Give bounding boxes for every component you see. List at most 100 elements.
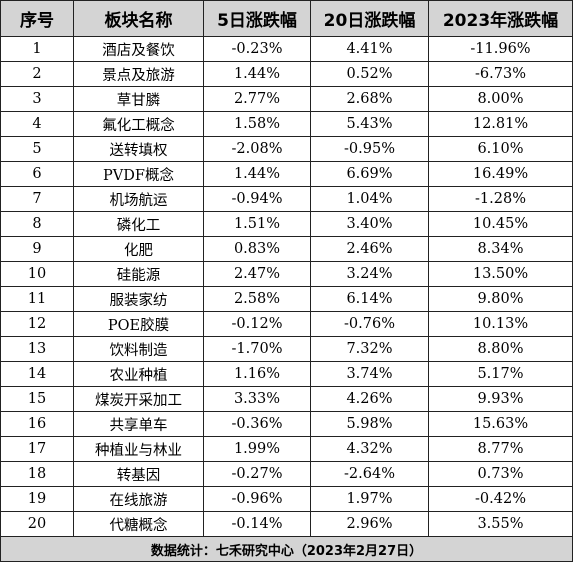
sector-name-cell: 景点及旅游 <box>73 61 204 87</box>
change-2023-cell: 8.77% <box>428 436 573 462</box>
table-row: 14 农业种植 1.16% 3.74% 5.17% <box>0 361 573 387</box>
change-20d-cell: 4.41% <box>310 36 429 62</box>
table-row: 4 氟化工概念 1.58% 5.43% 12.81% <box>0 111 573 137</box>
change-2023-cell: -1.28% <box>428 186 573 212</box>
sector-name-cell: 机场航运 <box>73 186 204 212</box>
row-index-cell: 18 <box>0 461 74 487</box>
change-2023-cell: 10.13% <box>428 311 573 337</box>
change-2023-cell: 15.63% <box>428 411 573 437</box>
table-row: 5 送转填权 -2.08% -0.95% 6.10% <box>0 136 573 162</box>
row-index-cell: 2 <box>0 61 74 87</box>
change-20d-cell: 0.52% <box>310 61 429 87</box>
change-20d-cell: 4.32% <box>310 436 429 462</box>
change-2023-cell: -11.96% <box>428 36 573 62</box>
sector-name-cell: 服装家纺 <box>73 286 204 312</box>
table-row: 7 机场航运 -0.94% 1.04% -1.28% <box>0 186 573 212</box>
table-row: 1 酒店及餐饮 -0.23% 4.41% -11.96% <box>0 36 573 62</box>
table-row: 11 服装家纺 2.58% 6.14% 9.80% <box>0 286 573 312</box>
change-5d-cell: 1.51% <box>203 211 311 237</box>
table-row: 6 PVDF概念 1.44% 6.69% 16.49% <box>0 161 573 187</box>
sector-name-cell: 煤炭开采加工 <box>73 386 204 412</box>
sector-name-cell: 农业种植 <box>73 361 204 387</box>
change-20d-cell: 2.96% <box>310 511 429 537</box>
change-5d-cell: 1.44% <box>203 61 311 87</box>
change-5d-cell: -1.70% <box>203 336 311 362</box>
change-2023-cell: -6.73% <box>428 61 573 87</box>
data-source-note: 数据统计：七禾研究中心（2023年2月27日） <box>0 536 573 562</box>
sector-name-cell: 饮料制造 <box>73 336 204 362</box>
change-5d-cell: 1.58% <box>203 111 311 137</box>
change-2023-cell: -0.42% <box>428 486 573 512</box>
row-index-cell: 9 <box>0 236 74 262</box>
sector-name-cell: 代糖概念 <box>73 511 204 537</box>
table-row: 18 转基因 -0.27% -2.64% 0.73% <box>0 461 573 487</box>
change-5d-cell: -2.08% <box>203 136 311 162</box>
table-row: 12 POE胶膜 -0.12% -0.76% 10.13% <box>0 311 573 337</box>
change-2023-cell: 13.50% <box>428 261 573 287</box>
table-row: 20 代糖概念 -0.14% 2.96% 3.55% <box>0 511 573 537</box>
sector-name-cell: POE胶膜 <box>73 311 204 337</box>
sector-name-cell: 种植业与林业 <box>73 436 204 462</box>
change-20d-cell: 6.69% <box>310 161 429 187</box>
change-20d-cell: 7.32% <box>310 336 429 362</box>
change-5d-cell: -0.27% <box>203 461 311 487</box>
row-index-cell: 7 <box>0 186 74 212</box>
sector-name-cell: 酒店及餐饮 <box>73 36 204 62</box>
change-5d-cell: -0.12% <box>203 311 311 337</box>
row-index-cell: 15 <box>0 386 74 412</box>
change-20d-cell: 5.43% <box>310 111 429 137</box>
change-5d-cell: 1.99% <box>203 436 311 462</box>
change-2023-cell: 3.55% <box>428 511 573 537</box>
table-row: 13 饮料制造 -1.70% 7.32% 8.80% <box>0 336 573 362</box>
change-5d-cell: 2.47% <box>203 261 311 287</box>
row-index-cell: 1 <box>0 36 74 62</box>
change-2023-cell: 12.81% <box>428 111 573 137</box>
row-index-cell: 11 <box>0 286 74 312</box>
table-row: 9 化肥 0.83% 2.46% 8.34% <box>0 236 573 262</box>
change-2023-cell: 5.17% <box>428 361 573 387</box>
row-index-cell: 6 <box>0 161 74 187</box>
change-5d-cell: 2.77% <box>203 86 311 112</box>
table-row: 10 硅能源 2.47% 3.24% 13.50% <box>0 261 573 287</box>
change-2023-cell: 10.45% <box>428 211 573 237</box>
change-2023-cell: 9.80% <box>428 286 573 312</box>
change-20d-cell: 3.74% <box>310 361 429 387</box>
change-5d-cell: 1.16% <box>203 361 311 387</box>
change-2023-cell: 8.80% <box>428 336 573 362</box>
row-index-cell: 14 <box>0 361 74 387</box>
row-index-cell: 20 <box>0 511 74 537</box>
change-20d-cell: 3.40% <box>310 211 429 237</box>
change-20d-cell: -2.64% <box>310 461 429 487</box>
change-2023-cell: 9.93% <box>428 386 573 412</box>
change-20d-cell: 1.04% <box>310 186 429 212</box>
col-header-5d-change: 5日涨跌幅 <box>203 0 311 37</box>
change-20d-cell: 1.97% <box>310 486 429 512</box>
change-20d-cell: 4.26% <box>310 386 429 412</box>
table-row: 3 草甘膦 2.77% 2.68% 8.00% <box>0 86 573 112</box>
row-index-cell: 19 <box>0 486 74 512</box>
change-2023-cell: 8.34% <box>428 236 573 262</box>
sector-name-cell: 化肥 <box>73 236 204 262</box>
change-2023-cell: 8.00% <box>428 86 573 112</box>
col-header-sector: 板块名称 <box>73 0 204 37</box>
change-5d-cell: -0.36% <box>203 411 311 437</box>
col-header-index: 序号 <box>0 0 74 37</box>
change-2023-cell: 6.10% <box>428 136 573 162</box>
sector-name-cell: 硅能源 <box>73 261 204 287</box>
change-5d-cell: 1.44% <box>203 161 311 187</box>
sector-name-cell: 氟化工概念 <box>73 111 204 137</box>
row-index-cell: 17 <box>0 436 74 462</box>
row-index-cell: 3 <box>0 86 74 112</box>
sector-name-cell: 送转填权 <box>73 136 204 162</box>
change-20d-cell: 6.14% <box>310 286 429 312</box>
row-index-cell: 5 <box>0 136 74 162</box>
row-index-cell: 12 <box>0 311 74 337</box>
sector-name-cell: 磷化工 <box>73 211 204 237</box>
table-row: 15 煤炭开采加工 3.33% 4.26% 9.93% <box>0 386 573 412</box>
col-header-2023-change: 2023年涨跌幅 <box>428 0 573 37</box>
change-2023-cell: 16.49% <box>428 161 573 187</box>
change-5d-cell: 3.33% <box>203 386 311 412</box>
change-5d-cell: -0.23% <box>203 36 311 62</box>
